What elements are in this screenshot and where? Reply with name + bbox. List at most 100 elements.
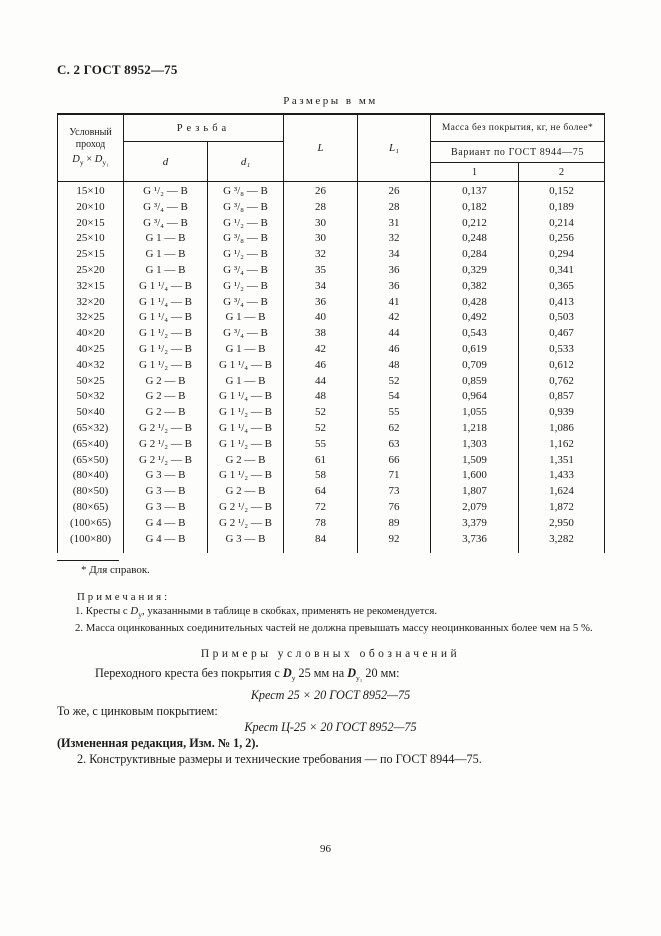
cell-L: 72: [283, 499, 358, 516]
cell-d: G 3 — В: [123, 484, 208, 500]
cell-m2: 0,762: [517, 373, 606, 390]
cell-pass: 20×10: [57, 199, 124, 216]
units-note: Размеры в мм: [283, 95, 378, 107]
cell-m1: 0,137: [430, 181, 519, 200]
cell-m2: 1,624: [517, 484, 606, 500]
cell-L1: 52: [357, 373, 431, 390]
header-row-2: d d₁ Вариант по ГОСТ 8944—75: [58, 141, 606, 182]
pass-line-1: Условный: [69, 126, 112, 138]
cell-L: 48: [283, 389, 358, 406]
pass-symbol: Dу × Dу₁: [60, 154, 121, 170]
table-head: Условный проход Dу × Dу₁ Резьба L L₁ Мас…: [57, 113, 606, 182]
cell-pass: (65×40): [57, 436, 124, 453]
cell-L1: 32: [357, 231, 431, 248]
cell-m1: 1,218: [430, 420, 519, 437]
page-number: 96: [320, 843, 331, 855]
cell-L: 61: [283, 452, 358, 469]
cell-m2: 0,467: [517, 326, 606, 342]
cell-m1: 0,543: [430, 326, 519, 342]
cell-L1: 34: [357, 247, 431, 263]
cell-L1: 66: [357, 452, 431, 469]
note1-text-post: , указанными в таблице в скобках, примен…: [141, 604, 438, 617]
example-intro-pre: Переходного креста без покрытия с: [95, 666, 283, 681]
col-header-variant-1: 1: [430, 162, 519, 182]
cell-d1: G 3 — В: [207, 531, 284, 554]
cell-L: 38: [283, 326, 358, 342]
example-symbol-1: D: [282, 666, 292, 681]
col-header-L1: L₁: [357, 113, 431, 182]
cell-d1: G 1 — В: [207, 373, 284, 390]
cell-pass: (100×65): [57, 515, 124, 532]
cell-d1: G 1 ¹/₄ — В: [207, 357, 284, 374]
cell-L1: 71: [357, 468, 431, 485]
cell-d: G 2 ¹/₂ — В: [123, 452, 208, 469]
cell-pass: 25×10: [57, 231, 124, 248]
cell-pass: 32×15: [57, 278, 124, 295]
cell-m2: 0,413: [517, 294, 606, 311]
cell-pass: 20×15: [57, 215, 124, 232]
cell-m1: 0,212: [430, 215, 519, 232]
cell-L1: 76: [357, 499, 431, 516]
pass-symbol-sub1: у: [79, 157, 84, 167]
cell-L1: 28: [357, 199, 431, 216]
cell-L: 78: [283, 515, 358, 532]
pass-symbol-d1: D: [72, 153, 80, 165]
cell-m1: 0,284: [430, 247, 519, 263]
cell-L: 44: [283, 373, 358, 390]
cell-L: 35: [283, 262, 358, 279]
cell-m1: 3,736: [430, 531, 519, 554]
cell-m1: 0,709: [430, 357, 519, 374]
cell-m2: 0,294: [517, 247, 606, 263]
cell-pass: 25×15: [57, 247, 124, 263]
cell-d1: G 1 ¹/₄ — В: [207, 420, 284, 437]
cell-L1: 54: [357, 389, 431, 406]
cell-pass: (80×65): [57, 499, 124, 516]
example-intro-post: 20 мм:: [362, 666, 400, 681]
col-header-variant-group: Вариант по ГОСТ 8944—75: [429, 141, 606, 163]
cell-L1: 48: [357, 357, 431, 374]
cell-L: 30: [283, 231, 358, 248]
cell-d: G ¹/₂ — В: [123, 181, 208, 200]
cell-L: 42: [283, 341, 358, 358]
cell-pass: (100×80): [57, 531, 124, 554]
cell-d: G 4 — В: [123, 515, 208, 532]
example-designation-2: Крест Ц-25 × 20 ГОСТ 8952—75: [244, 719, 417, 734]
notes-section: Примечания: 1. Кресты с Dу, указанными в…: [57, 591, 604, 635]
cell-L: 52: [283, 405, 358, 421]
header-row-1: Условный проход Dу × Dу₁ Резьба L L₁ Мас…: [57, 113, 606, 182]
note1-symbol: D: [130, 604, 139, 617]
col-header-mass-group: Масса без покрытия, кг, не более*: [429, 113, 606, 142]
cell-L: 84: [283, 531, 358, 554]
cell-L: 36: [283, 294, 358, 311]
cell-d1: G ³/₄ — В: [207, 262, 284, 279]
example-symbol-2: D: [347, 666, 356, 681]
cell-pass: 40×32: [57, 357, 124, 374]
cell-m2: 2,950: [517, 515, 606, 532]
cell-d1: G 1 ¹/₂ — В: [207, 436, 284, 453]
col-header-conditional-pass: Условный проход Dу × Dу₁: [57, 113, 124, 182]
cell-L: 26: [283, 181, 358, 200]
footnote-reference: * Для справок.: [81, 564, 150, 577]
cell-d: G 1 — В: [123, 231, 208, 248]
cell-d: G 2 ¹/₂ — В: [123, 420, 208, 437]
cell-L1: 41: [357, 294, 431, 311]
cell-m1: 1,807: [430, 484, 519, 500]
cell-d: G 1 ¹/₂ — В: [123, 357, 208, 374]
cell-m2: 3,282: [517, 531, 606, 554]
cell-m2: 0,189: [517, 199, 606, 216]
cell-m2: 1,872: [517, 499, 606, 516]
header-row-3: 1 2: [58, 162, 606, 182]
clause-2: 2. Конструктивные размеры и технические …: [77, 751, 482, 766]
cell-d: G 1 ¹/₄ — В: [123, 310, 208, 327]
cell-m1: 0,428: [430, 294, 519, 311]
cell-pass: 50×40: [57, 405, 124, 421]
examples-title: Примеры условных обозначений: [200, 648, 461, 661]
cell-d1: G ¹/₂ — В: [207, 278, 284, 295]
